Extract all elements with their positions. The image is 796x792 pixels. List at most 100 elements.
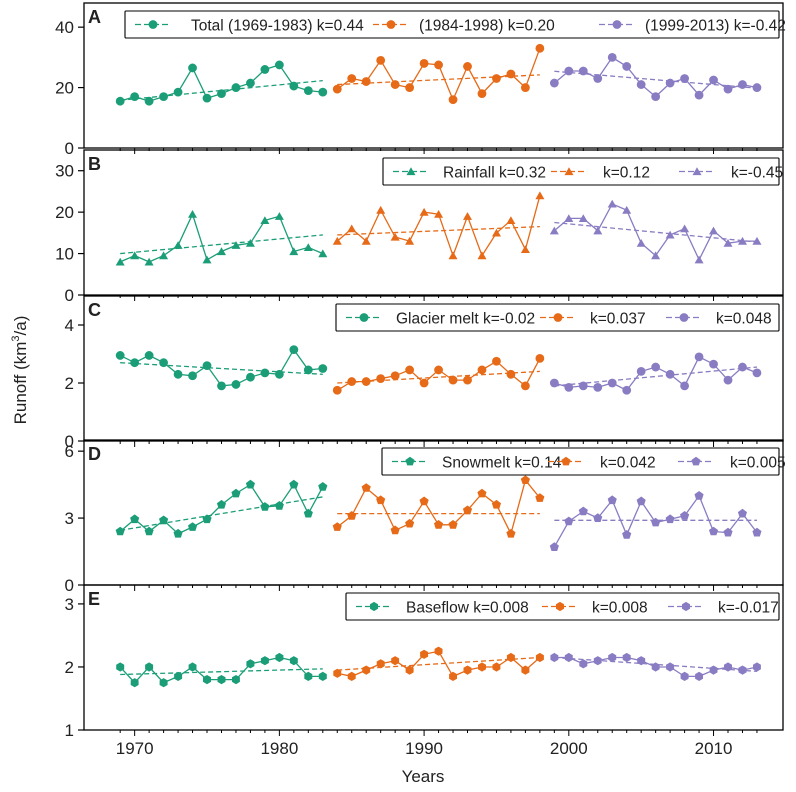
data-point-1970 [130,251,140,260]
data-point-1985 [347,74,357,83]
legend-marker [148,20,158,29]
data-point-2011 [723,84,733,94]
data-point-2013 [752,368,762,378]
data-point-1990 [419,496,429,506]
data-point-1988 [390,371,400,381]
y-tick-label: 30 [55,162,74,181]
data-point-1996 [506,369,516,379]
x-tick-label: 2000 [550,739,588,758]
data-point-2004 [622,205,632,214]
data-point-2000 [564,516,574,526]
data-point-2007 [666,662,675,672]
data-point-1991 [434,646,443,656]
data-point-1972 [159,515,169,525]
data-point-2007 [665,78,675,88]
data-point-1986 [361,483,371,492]
data-point-1982 [303,365,313,375]
data-point-2007 [665,514,675,524]
data-point-1997 [520,83,530,92]
data-point-1989 [405,236,415,245]
data-point-1983 [318,87,328,97]
data-point-1987 [376,374,386,384]
data-point-1993 [463,62,472,71]
data-point-1983 [318,249,328,258]
legend: Glacier melt k=-0.02 k=0.037 k=0.048 [335,303,780,332]
data-point-2005 [636,367,646,376]
legend-marker [561,456,571,466]
y-tick-label: 6 [65,442,74,461]
data-point-1993 [463,665,472,675]
data-point-2011 [723,239,733,247]
trend-line-period-1 [120,362,323,375]
data-point-2013 [752,236,762,245]
x-tick-label: 2010 [695,739,733,758]
y-tick-label: 0 [65,139,74,158]
data-point-1992 [448,95,458,105]
trend-line-period-2 [337,74,540,86]
data-point-1976 [217,381,226,391]
data-point-1988 [390,80,400,89]
y-tick-label: 0 [65,286,74,305]
panel-b: 0 10 20 30 B Rainfall k=0.32 k=0.12 k=-0.45 [55,149,784,305]
data-point-1972 [159,251,169,260]
data-point-1991 [434,210,444,218]
data-point-1985 [347,511,357,520]
data-point-1982 [303,86,313,96]
data-point-1998 [535,191,545,200]
data-point-1985 [347,671,356,681]
data-point-1972 [159,678,168,688]
data-point-1978 [245,239,255,247]
data-point-2012 [738,236,747,245]
trend-line-period-2 [337,656,540,671]
data-point-1984 [332,385,342,395]
panel-letter: E [88,589,100,609]
data-point-1992 [448,520,458,529]
data-point-1993 [462,505,473,515]
data-point-1987 [376,495,386,505]
data-point-1984 [332,522,342,531]
legend-label: (1999-2013) k=-0.42 [645,18,786,35]
data-point-1989 [405,83,415,92]
y-tick-label: 20 [55,79,74,98]
data-point-1982 [303,243,313,251]
legend-marker [692,167,702,176]
legend-label: Glacier melt k=-0.02 [396,311,535,328]
legend-label: k=0.037 [590,311,646,328]
legend: Rainfall k=0.32 k=0.12 k=-0.45 [382,157,783,186]
data-point-1988 [390,525,400,535]
y-tick-label: 3 [65,595,74,614]
data-point-1979 [260,216,270,224]
data-point-1986 [362,665,371,675]
data-point-2005 [636,239,646,247]
data-point-1975 [202,255,212,264]
data-point-1981 [289,479,299,489]
legend-marker [405,456,415,466]
data-point-1978 [246,659,255,669]
data-point-1996 [506,216,516,224]
trend-line-period-1 [120,234,323,255]
data-point-1994 [478,662,486,672]
data-point-1979 [260,368,270,378]
panel-e: 1 2 3 E 1970 1980 1990 2000 2010 Baseflow k=0.008… [65,584,784,758]
data-point-2009 [694,352,704,362]
legend-marker [386,20,396,29]
legend-label: k=-0.45 [731,165,783,182]
data-point-2001 [578,506,588,516]
panel-frame [83,584,784,731]
data-point-2011 [723,375,733,385]
legend: Total (1969-1983) k=0.44 (1984-1998) k=0.… [124,10,786,39]
data-point-1978 [246,78,255,88]
data-point-1983 [318,482,328,491]
data-point-1971 [144,351,154,360]
panel-frame [83,149,784,296]
data-point-1991 [434,520,444,529]
data-point-1975 [202,93,212,103]
y-tick-label: 2 [65,374,74,393]
data-point-2012 [738,362,747,372]
data-point-1996 [506,528,516,538]
trend-line-period-2 [337,370,540,384]
data-point-2009 [694,255,704,264]
data-point-1974 [188,210,197,218]
data-point-1983 [318,364,328,373]
